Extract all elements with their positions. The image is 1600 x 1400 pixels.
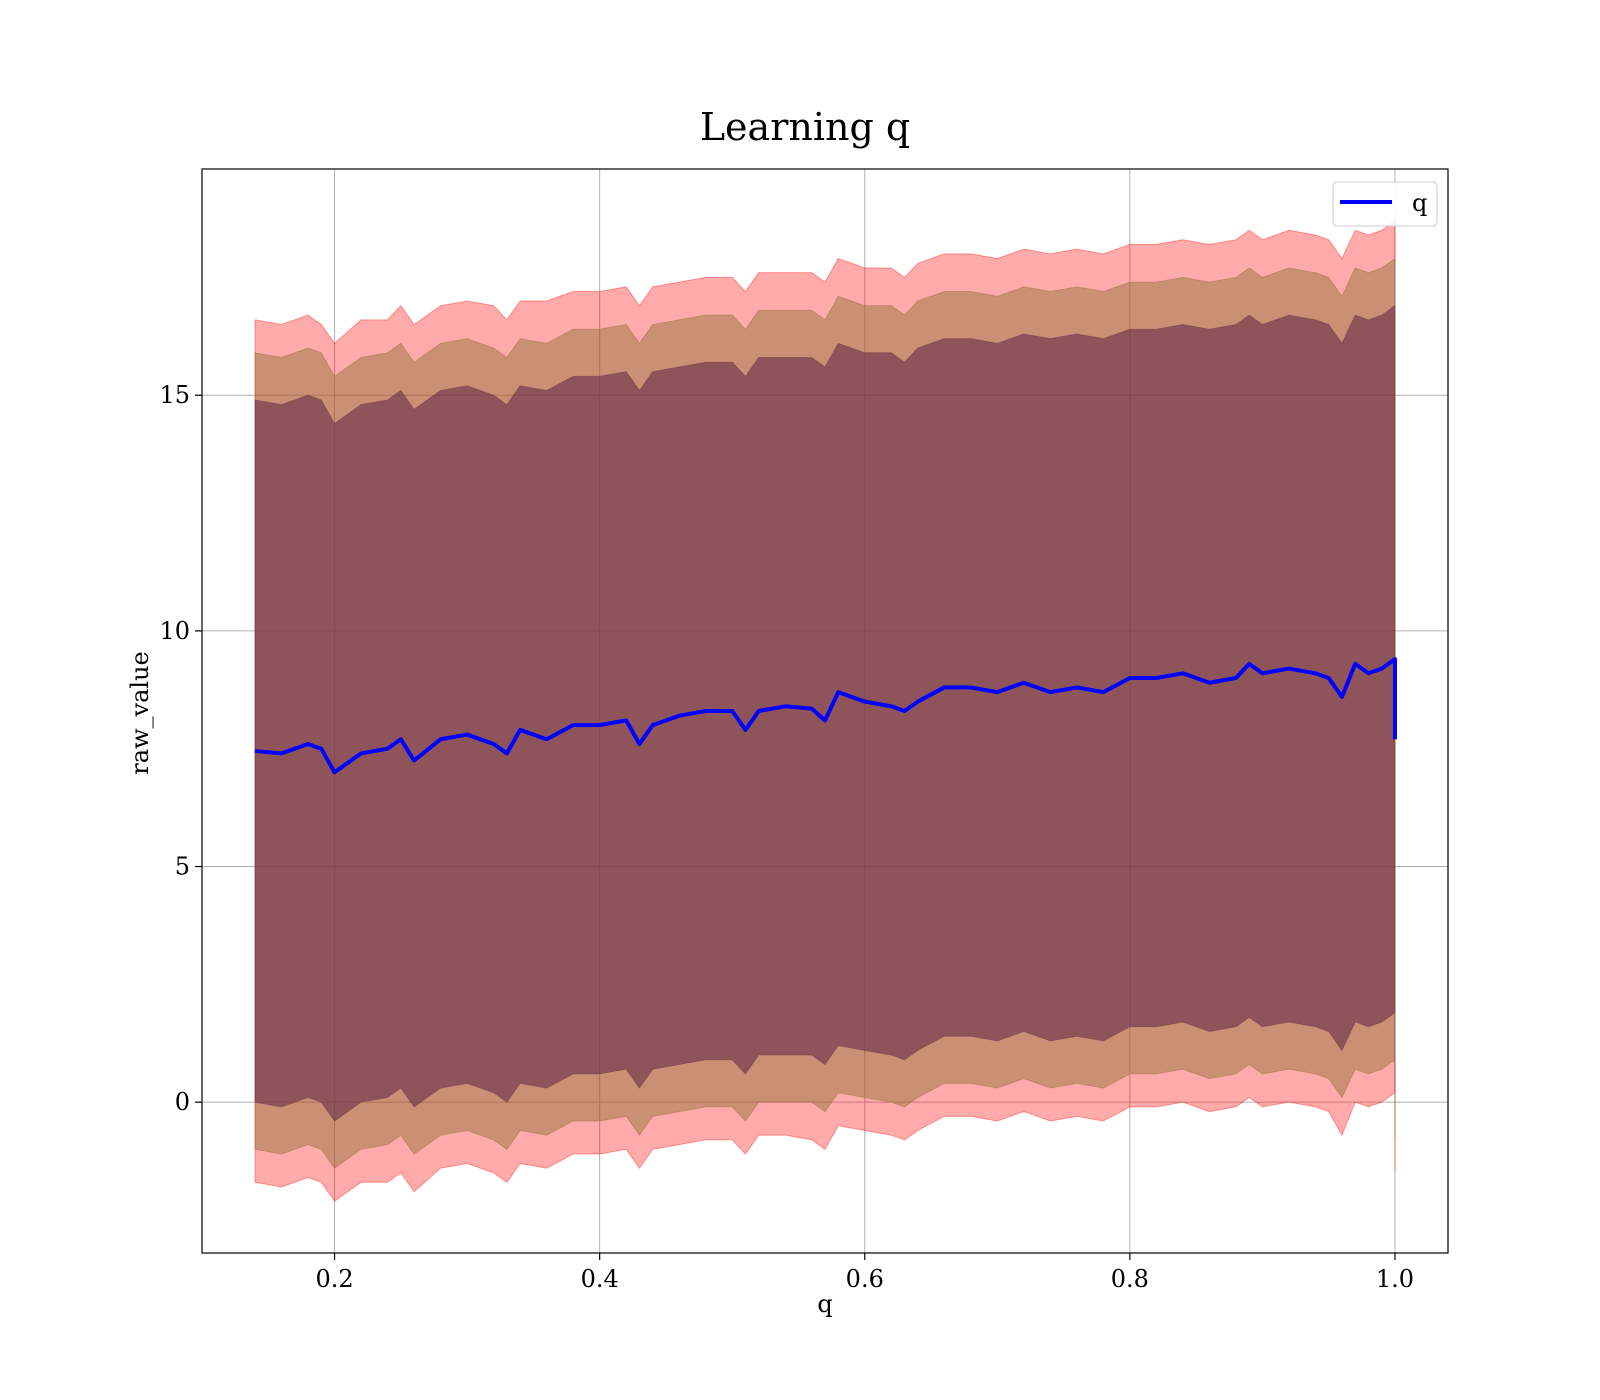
confidence-bands xyxy=(254,219,1396,1202)
series-line-layer xyxy=(254,657,1397,775)
x-tick-label: 0.6 xyxy=(846,1265,884,1293)
legend: q xyxy=(1332,181,1438,227)
x-tick-label: 0.4 xyxy=(581,1265,619,1293)
y-tick-label: 0 xyxy=(175,1088,190,1116)
series-line-q xyxy=(254,657,1397,775)
x-tick-label: 0.2 xyxy=(315,1265,353,1293)
y-axis-label: raw_value xyxy=(126,651,154,775)
x-axis-label: q xyxy=(817,1290,832,1318)
chart-title: Learning q xyxy=(700,105,910,149)
y-axis-ticks: 0 5 10 15 xyxy=(159,381,202,1116)
y-tick-label: 5 xyxy=(175,853,190,881)
y-tick-label: 15 xyxy=(159,381,190,409)
legend-label-q: q xyxy=(1412,189,1427,217)
x-axis-ticks: 0.2 0.4 0.6 0.8 1.0 xyxy=(315,1253,1414,1293)
y-tick-label: 10 xyxy=(159,617,190,645)
x-tick-label: 1.0 xyxy=(1376,1265,1414,1293)
x-tick-label: 0.8 xyxy=(1111,1265,1149,1293)
plot-frame xyxy=(201,168,1449,1254)
band-inner xyxy=(254,304,1396,1122)
